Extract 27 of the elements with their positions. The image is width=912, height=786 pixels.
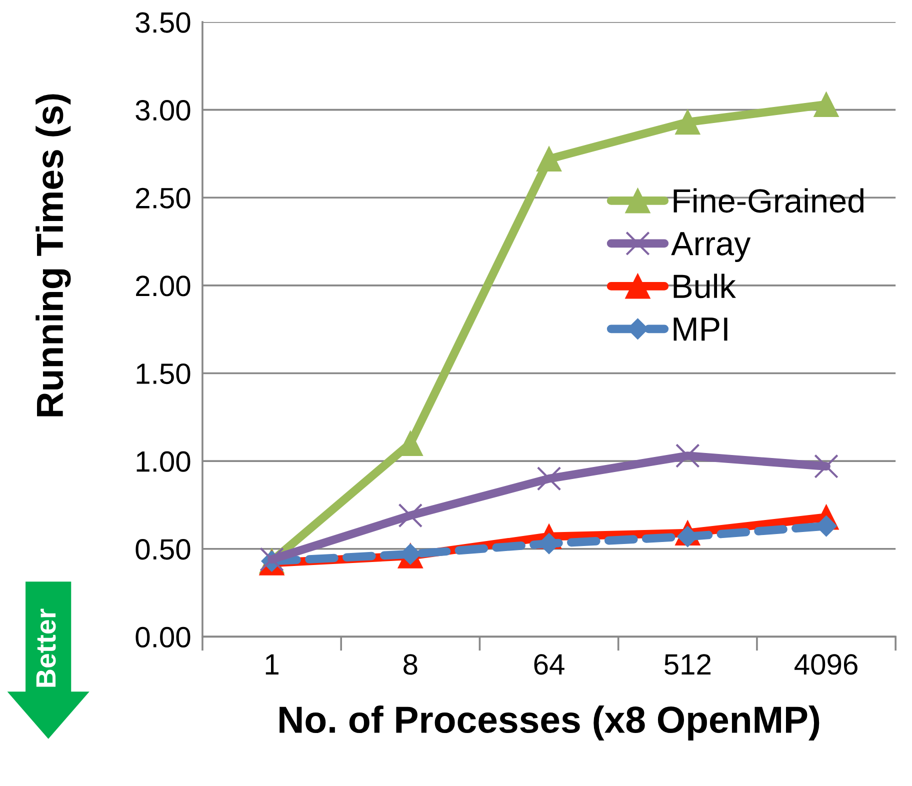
point	[675, 110, 700, 135]
legend-label: Bulk	[674, 274, 736, 298]
y-axis-title: Running Times (s)	[36, 94, 71, 416]
x-tick-label: 512	[664, 654, 711, 675]
y-tick-label: 3.00	[136, 100, 190, 121]
y-tick-label: 2.00	[136, 276, 190, 296]
point	[536, 146, 562, 172]
point	[536, 466, 562, 491]
x-tick-label: 4096	[794, 654, 858, 675]
x-tick-label: 64	[534, 654, 564, 675]
text: Better	[36, 608, 56, 687]
point	[814, 454, 838, 478]
y-tick-label: 3.50	[136, 12, 190, 33]
point	[398, 503, 423, 528]
x-tick-label: 1	[266, 654, 278, 674]
y-tick-label: 0.00	[136, 626, 190, 648]
y-tick-label: 2.50	[136, 188, 190, 208]
legend-label: Fine-Grained	[674, 188, 864, 213]
x-axis-title: No. of Processes (x8 OpenMP)	[280, 706, 820, 740]
legend-label: Array	[671, 232, 751, 262]
x-tick-label: 8	[404, 654, 418, 675]
point	[675, 444, 700, 468]
y-tick-label: 1.00	[136, 451, 190, 472]
y-tick-label: 0.50	[136, 539, 190, 560]
legend-label: MPI	[674, 318, 728, 341]
y-tick-label: 1.50	[136, 363, 190, 384]
point	[814, 92, 839, 118]
